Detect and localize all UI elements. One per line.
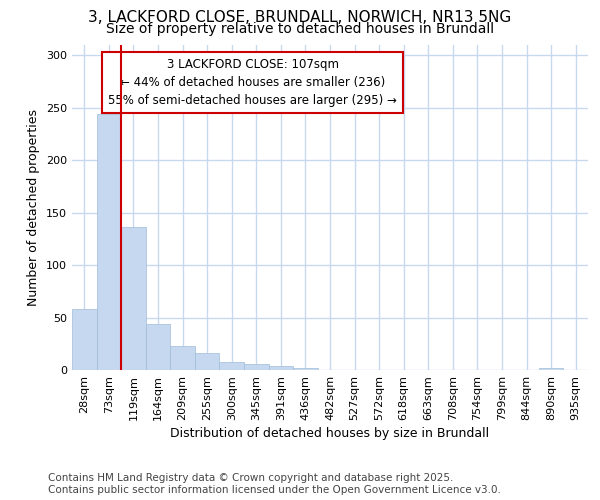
Bar	[170, 346, 195, 370]
Text: Contains HM Land Registry data © Crown copyright and database right 2025.
Contai: Contains HM Land Registry data © Crown c…	[48, 474, 501, 495]
Bar	[220, 362, 244, 370]
Bar	[244, 364, 269, 370]
Bar	[97, 114, 121, 370]
Bar	[195, 353, 220, 370]
Bar	[293, 368, 318, 370]
Text: 3, LACKFORD CLOSE, BRUNDALL, NORWICH, NR13 5NG: 3, LACKFORD CLOSE, BRUNDALL, NORWICH, NR…	[88, 10, 512, 25]
Text: 3 LACKFORD CLOSE: 107sqm
← 44% of detached houses are smaller (236)
55% of semi-: 3 LACKFORD CLOSE: 107sqm ← 44% of detach…	[108, 58, 397, 107]
Bar	[121, 228, 146, 370]
Text: Size of property relative to detached houses in Brundall: Size of property relative to detached ho…	[106, 22, 494, 36]
X-axis label: Distribution of detached houses by size in Brundall: Distribution of detached houses by size …	[170, 427, 490, 440]
Y-axis label: Number of detached properties: Number of detached properties	[28, 109, 40, 306]
Bar	[146, 324, 170, 370]
Bar	[72, 309, 97, 370]
Bar	[269, 366, 293, 370]
Bar	[539, 368, 563, 370]
